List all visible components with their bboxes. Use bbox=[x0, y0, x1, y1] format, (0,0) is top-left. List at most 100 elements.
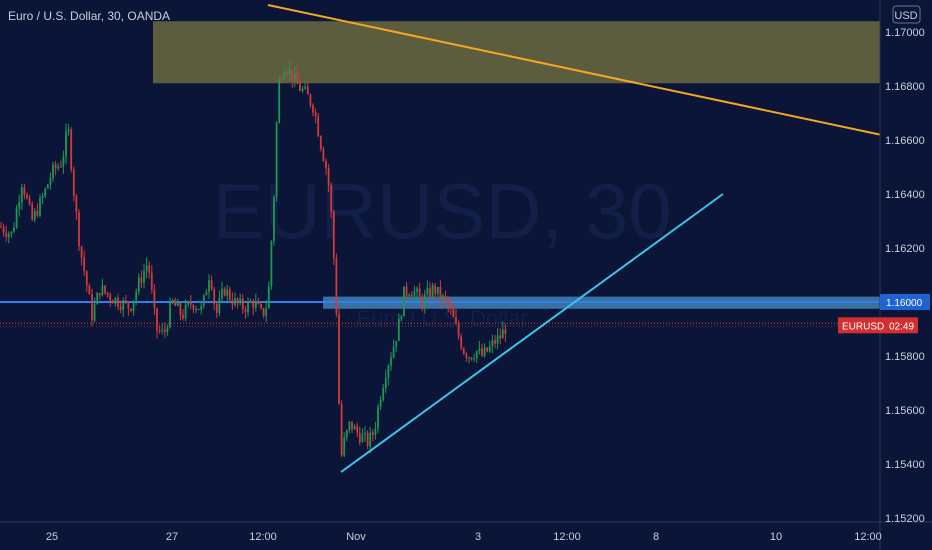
candle-body bbox=[33, 210, 36, 220]
candle-body bbox=[15, 208, 18, 228]
candle-body bbox=[236, 298, 239, 303]
bar-countdown: 02:49 bbox=[889, 321, 914, 332]
candle-body bbox=[109, 294, 112, 301]
candle-body bbox=[124, 300, 127, 302]
level-price-tag-text: 1.16000 bbox=[886, 298, 923, 309]
candle-body bbox=[325, 161, 327, 169]
candle-body bbox=[455, 317, 457, 324]
candle-body bbox=[270, 241, 273, 286]
price-tick-label: 1.16200 bbox=[885, 243, 925, 255]
candle-body bbox=[83, 257, 86, 272]
time-tick-label: 8 bbox=[653, 531, 659, 543]
candle-body bbox=[267, 285, 270, 309]
candle-body bbox=[117, 297, 119, 307]
candle-body bbox=[499, 335, 502, 339]
candle-body bbox=[257, 301, 260, 305]
candle-body bbox=[387, 365, 390, 378]
candle-body bbox=[54, 164, 57, 169]
chart-title: Euro / U.S. Dollar, 30, OANDA bbox=[8, 9, 170, 23]
resistance-trendline[interactable] bbox=[267, 4, 881, 136]
candle-body bbox=[291, 69, 294, 82]
candle-body bbox=[80, 246, 83, 258]
candle-body bbox=[5, 232, 8, 237]
candle-body bbox=[228, 289, 231, 300]
candle-body bbox=[265, 308, 268, 316]
time-tick-label: 12:00 bbox=[553, 531, 581, 543]
watermark-symbol: EURUSD, 30 bbox=[212, 167, 671, 255]
candle-body bbox=[65, 131, 67, 157]
candle-body bbox=[28, 198, 31, 205]
candle-body bbox=[366, 432, 369, 447]
candle-body bbox=[104, 285, 106, 293]
candle-body bbox=[202, 295, 205, 306]
candle-body bbox=[13, 227, 15, 232]
candle-body bbox=[449, 306, 452, 310]
candle-body bbox=[169, 302, 171, 328]
candle-body bbox=[410, 294, 413, 297]
level-price-tag bbox=[880, 294, 930, 310]
candle-body bbox=[260, 304, 262, 309]
candle-body bbox=[114, 297, 117, 304]
price-tick-label: 1.16600 bbox=[885, 135, 925, 147]
candle-body bbox=[176, 303, 179, 306]
candle-body bbox=[119, 306, 122, 310]
candle-body bbox=[293, 73, 296, 82]
price-axis[interactable]: 1.15200 1.15400 1.15600 1.15800 1.16000 1.162… bbox=[885, 27, 925, 525]
candle-body bbox=[364, 432, 366, 435]
candle-body bbox=[221, 288, 223, 299]
candle-body bbox=[210, 280, 213, 289]
candle-body bbox=[400, 316, 403, 319]
candle-body bbox=[306, 86, 309, 95]
price-tick-label: 1.15400 bbox=[885, 459, 925, 471]
price-tick-label: 1.15200 bbox=[885, 513, 925, 525]
candle-body bbox=[478, 348, 481, 352]
candle-body bbox=[475, 351, 478, 359]
time-axis[interactable]: 25 27 12:00 Nov 3 12:00 8 10 12:00 bbox=[46, 531, 882, 543]
candle-body bbox=[312, 105, 314, 113]
candle-body bbox=[70, 129, 73, 170]
currency-button[interactable] bbox=[892, 5, 921, 24]
candle-body bbox=[195, 308, 197, 310]
candle-body bbox=[20, 187, 23, 203]
candle-body bbox=[205, 291, 208, 296]
candle-body bbox=[421, 296, 424, 308]
candle-body bbox=[382, 388, 385, 400]
candle-body bbox=[130, 308, 132, 311]
candle-body bbox=[231, 299, 234, 305]
candle-body bbox=[215, 304, 218, 313]
candle-body bbox=[197, 308, 200, 310]
candle-body bbox=[338, 313, 340, 404]
candle-body bbox=[304, 86, 307, 89]
candle-body bbox=[457, 323, 460, 337]
supply-zone-rectangle[interactable] bbox=[153, 21, 880, 84]
candle-body bbox=[423, 294, 426, 308]
candle-body bbox=[254, 301, 257, 308]
candle-body bbox=[223, 288, 226, 296]
candle-body bbox=[166, 327, 169, 332]
support-trendline[interactable] bbox=[340, 193, 724, 473]
price-tick-label: 1.16800 bbox=[885, 81, 925, 93]
candle-body bbox=[280, 79, 283, 81]
candle-body bbox=[10, 231, 13, 234]
candle-body bbox=[31, 204, 34, 220]
candle-body bbox=[491, 340, 494, 347]
candle-body bbox=[462, 348, 465, 354]
candle-body bbox=[239, 298, 242, 303]
time-tick-label: 10 bbox=[770, 531, 782, 543]
candle-body bbox=[340, 403, 343, 456]
candle-body bbox=[184, 304, 187, 319]
candle-body bbox=[262, 308, 265, 316]
candle-body bbox=[416, 288, 418, 292]
candle-body bbox=[72, 169, 75, 196]
candle-body bbox=[442, 295, 444, 300]
candle-body bbox=[330, 185, 333, 212]
candle-body bbox=[182, 314, 184, 319]
price-tick-label: 1.15600 bbox=[885, 405, 925, 417]
candle-body bbox=[59, 166, 62, 168]
candle-body bbox=[468, 357, 470, 359]
candle-body bbox=[179, 303, 182, 315]
candle-body bbox=[397, 318, 400, 341]
candle-body bbox=[322, 148, 325, 162]
